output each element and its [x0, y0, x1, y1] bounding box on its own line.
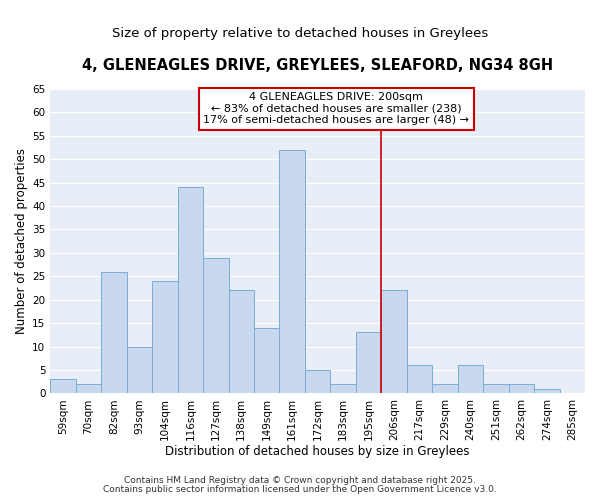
Bar — [407, 365, 432, 394]
Bar — [381, 290, 407, 394]
Bar — [280, 150, 305, 394]
Bar — [432, 384, 458, 394]
Bar — [254, 328, 280, 394]
Bar — [331, 384, 356, 394]
Text: Contains public sector information licensed under the Open Government Licence v3: Contains public sector information licen… — [103, 485, 497, 494]
Y-axis label: Number of detached properties: Number of detached properties — [15, 148, 28, 334]
Bar — [229, 290, 254, 394]
Bar — [178, 188, 203, 394]
Bar — [458, 365, 483, 394]
Bar — [127, 346, 152, 394]
Bar — [101, 272, 127, 394]
Bar — [50, 380, 76, 394]
Bar — [483, 384, 509, 394]
Title: 4, GLENEAGLES DRIVE, GREYLEES, SLEAFORD, NG34 8GH: 4, GLENEAGLES DRIVE, GREYLEES, SLEAFORD,… — [82, 58, 553, 72]
X-axis label: Distribution of detached houses by size in Greylees: Distribution of detached houses by size … — [166, 444, 470, 458]
Bar — [76, 384, 101, 394]
Bar — [509, 384, 534, 394]
Text: Contains HM Land Registry data © Crown copyright and database right 2025.: Contains HM Land Registry data © Crown c… — [124, 476, 476, 485]
Bar — [305, 370, 331, 394]
Bar — [534, 388, 560, 394]
Bar — [203, 258, 229, 394]
Text: Size of property relative to detached houses in Greylees: Size of property relative to detached ho… — [112, 28, 488, 40]
Bar — [152, 281, 178, 394]
Bar — [356, 332, 381, 394]
Text: 4 GLENEAGLES DRIVE: 200sqm
← 83% of detached houses are smaller (238)
17% of sem: 4 GLENEAGLES DRIVE: 200sqm ← 83% of deta… — [203, 92, 469, 125]
